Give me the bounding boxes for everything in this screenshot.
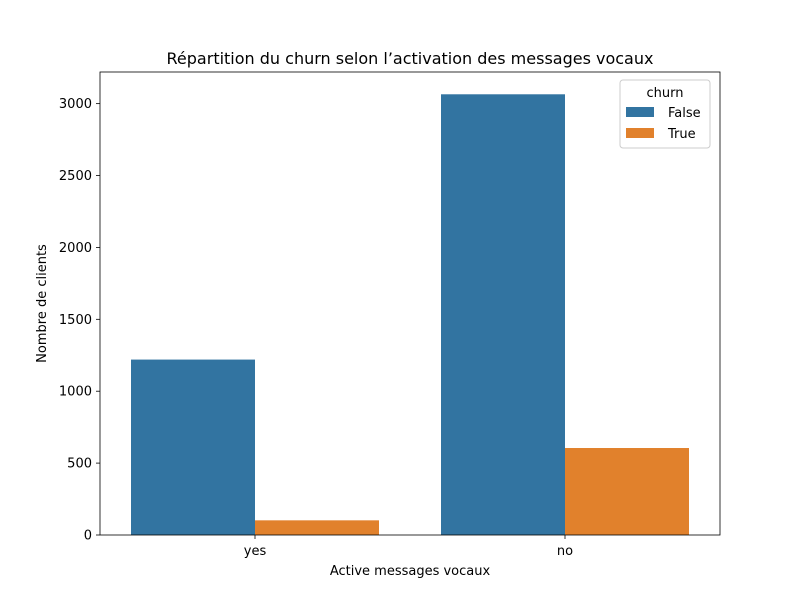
y-tick-label: 0 [84, 529, 92, 544]
chart-title: Répartition du churn selon l’activation … [167, 49, 654, 68]
legend-swatch-true [626, 128, 654, 138]
bar-yes-true [255, 520, 379, 535]
legend-label-true: True [667, 127, 696, 142]
bars-layer [131, 94, 689, 535]
bar-no-false [441, 94, 565, 535]
x-tick-label: yes [244, 544, 267, 559]
axes-layer [99, 71, 721, 536]
y-tick-label: 2500 [59, 169, 92, 184]
y-tick-label: 500 [67, 457, 92, 472]
y-tick-label: 1000 [59, 385, 92, 400]
y-axis-ticks: 0 500 1000 1500 2000 2500 3000 [59, 97, 100, 544]
y-tick-label: 1500 [59, 313, 92, 328]
legend: churn False True [619, 79, 711, 149]
x-axis-ticks: yes no [244, 535, 573, 559]
legend-entries: False True [626, 106, 701, 142]
y-tick-label: 2000 [59, 241, 92, 256]
bar-yes-false [131, 359, 255, 535]
y-tick-label: 3000 [59, 97, 92, 112]
y-axis-label: Nombre de clients [35, 244, 50, 363]
axes-frame [99, 71, 721, 536]
x-axis-label: Active messages vocaux [330, 564, 491, 579]
bar-no-true [565, 448, 689, 535]
legend-swatch-false [626, 107, 654, 117]
legend-label-false: False [668, 106, 701, 121]
legend-title: churn [647, 86, 684, 101]
x-tick-label: no [557, 544, 573, 559]
